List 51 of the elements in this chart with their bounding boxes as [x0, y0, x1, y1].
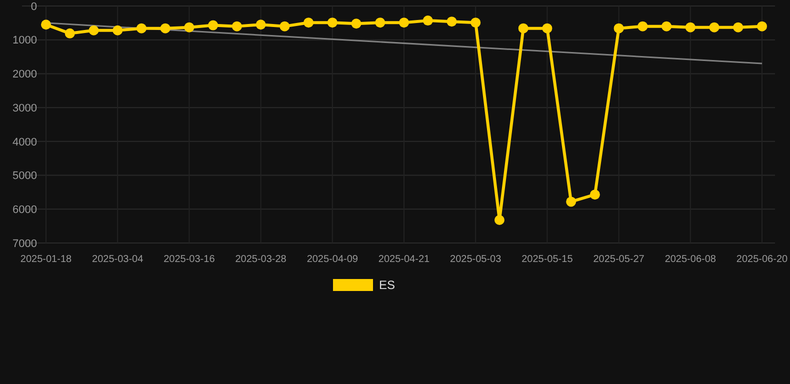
- point: [351, 18, 362, 29]
- point: [590, 190, 600, 200]
- point: [41, 20, 51, 30]
- point: [518, 23, 528, 34]
- x-tick-label: 2025-01-18: [20, 254, 72, 265]
- x-tick-label: 2025-03-28: [235, 254, 287, 265]
- point: [566, 196, 576, 207]
- point: [136, 23, 146, 34]
- point: [232, 21, 242, 32]
- y-tick-label: 3000: [12, 102, 37, 114]
- x-tick-label: 2025-05-15: [522, 254, 574, 265]
- point: [184, 22, 194, 32]
- point: [685, 22, 696, 32]
- point: [422, 16, 433, 26]
- point: [375, 18, 386, 28]
- x-tick-label: 2025-04-09: [306, 254, 358, 265]
- point: [757, 21, 767, 32]
- point: [256, 20, 266, 30]
- legend-label: ES: [379, 278, 396, 292]
- y-tick-label: 4000: [12, 136, 37, 148]
- point: [88, 25, 99, 36]
- point: [304, 18, 314, 28]
- point: [662, 21, 672, 32]
- x-tick-label: 2025-03-04: [92, 254, 144, 265]
- point: [327, 18, 338, 28]
- x-tick-label: 2025-06-20: [736, 254, 788, 265]
- point: [638, 21, 648, 32]
- x-tick-label: 2025-03-16: [164, 254, 216, 265]
- point: [446, 16, 457, 27]
- point: [64, 28, 75, 38]
- point: [208, 20, 218, 30]
- x-tick-label: 2025-06-08: [664, 254, 716, 265]
- y-tick-label: 5000: [12, 170, 37, 182]
- point: [709, 22, 720, 32]
- y-tick-label: 7000: [12, 238, 37, 250]
- point: [160, 23, 170, 34]
- y-tick-label: 0: [30, 0, 37, 13]
- point: [470, 18, 481, 28]
- y-tick-label: 2000: [12, 68, 37, 81]
- point: [399, 18, 409, 28]
- point: [280, 21, 290, 32]
- x-tick-label: 2025-05-27: [593, 254, 645, 265]
- point: [614, 23, 624, 34]
- point: [542, 23, 552, 34]
- x-tick-label: 2025-04-21: [378, 254, 430, 265]
- point: [494, 214, 504, 225]
- point: [733, 22, 744, 32]
- y-tick-label: 6000: [12, 204, 37, 216]
- y-tick-label: 1000: [12, 34, 37, 47]
- point: [112, 25, 123, 36]
- x-tick-label: 2025-05-03: [450, 254, 502, 265]
